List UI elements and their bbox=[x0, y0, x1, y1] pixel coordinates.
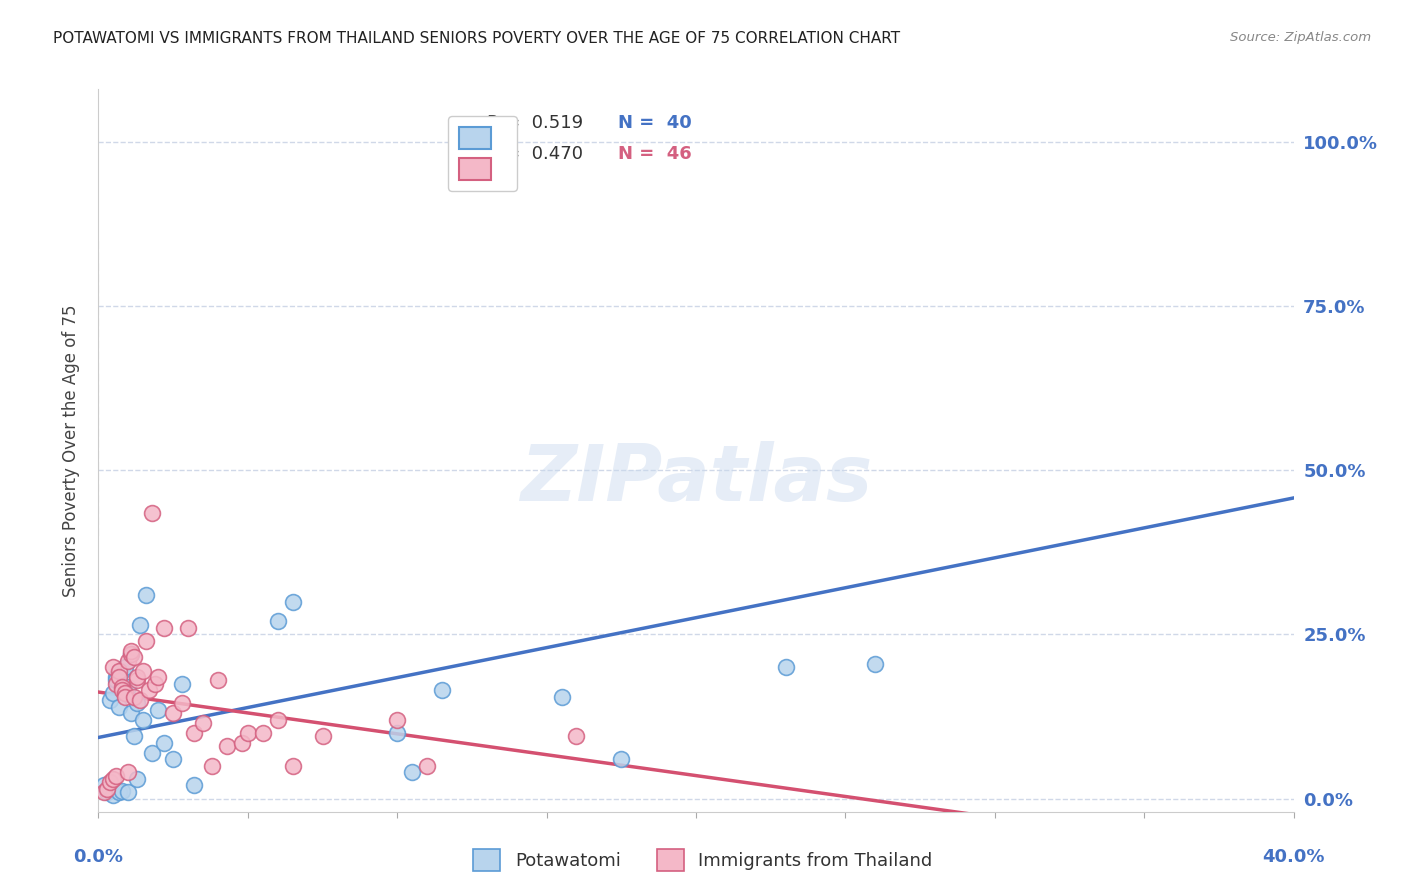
Point bbox=[281, 594, 304, 608]
Point bbox=[430, 683, 453, 698]
Point bbox=[114, 660, 136, 674]
Point bbox=[103, 660, 125, 674]
Legend: Potawatomi, Immigrants from Thailand: Potawatomi, Immigrants from Thailand bbox=[467, 842, 939, 879]
Point bbox=[103, 686, 125, 700]
Point bbox=[162, 706, 184, 721]
Point bbox=[153, 621, 176, 635]
Point bbox=[191, 716, 214, 731]
Point bbox=[108, 785, 131, 799]
Point bbox=[236, 726, 259, 740]
Point bbox=[135, 634, 157, 648]
Point bbox=[183, 726, 205, 740]
Text: ZIPatlas: ZIPatlas bbox=[520, 442, 872, 517]
Point bbox=[93, 785, 115, 799]
Point bbox=[148, 703, 170, 717]
Point bbox=[93, 779, 115, 793]
Point bbox=[108, 670, 131, 684]
Point bbox=[148, 670, 170, 684]
Y-axis label: Seniors Poverty Over the Age of 75: Seniors Poverty Over the Age of 75 bbox=[62, 304, 80, 597]
Point bbox=[141, 506, 163, 520]
Point bbox=[105, 769, 128, 783]
Text: Source: ZipAtlas.com: Source: ZipAtlas.com bbox=[1230, 31, 1371, 45]
Text: 0.0%: 0.0% bbox=[73, 847, 124, 866]
Text: N =  46: N = 46 bbox=[619, 145, 692, 163]
Point bbox=[117, 680, 139, 694]
Point bbox=[114, 690, 136, 704]
Point bbox=[105, 670, 128, 684]
Point bbox=[96, 781, 118, 796]
Point bbox=[865, 657, 887, 671]
Point bbox=[172, 676, 194, 690]
Point bbox=[103, 789, 125, 803]
Point bbox=[98, 781, 122, 796]
Point bbox=[132, 664, 155, 678]
Point bbox=[135, 588, 157, 602]
Point bbox=[127, 673, 149, 688]
Point bbox=[215, 739, 238, 753]
Point bbox=[111, 664, 134, 678]
Point bbox=[129, 617, 152, 632]
Point bbox=[153, 736, 176, 750]
Point bbox=[124, 729, 146, 743]
Point bbox=[127, 670, 149, 684]
Point bbox=[127, 697, 149, 711]
Point bbox=[120, 647, 142, 661]
Point bbox=[550, 690, 572, 704]
Point bbox=[111, 680, 134, 694]
Point bbox=[117, 785, 139, 799]
Point bbox=[103, 772, 125, 786]
Point bbox=[401, 765, 423, 780]
Point bbox=[108, 699, 131, 714]
Point bbox=[231, 736, 253, 750]
Point bbox=[183, 779, 205, 793]
Point bbox=[111, 783, 134, 797]
Point bbox=[96, 785, 118, 799]
Point bbox=[98, 693, 122, 707]
Point bbox=[416, 758, 439, 772]
Point bbox=[281, 758, 304, 772]
Point bbox=[162, 752, 184, 766]
Point bbox=[207, 673, 229, 688]
Point bbox=[105, 673, 128, 688]
Point bbox=[177, 621, 200, 635]
Point bbox=[141, 746, 163, 760]
Point bbox=[267, 713, 290, 727]
Point bbox=[120, 706, 142, 721]
Point bbox=[111, 683, 134, 698]
Point bbox=[565, 729, 588, 743]
Point bbox=[127, 772, 149, 786]
Point bbox=[252, 726, 274, 740]
Point bbox=[775, 660, 797, 674]
Point bbox=[267, 614, 290, 628]
Point bbox=[172, 697, 194, 711]
Point bbox=[108, 664, 131, 678]
Point bbox=[385, 713, 409, 727]
Point bbox=[117, 765, 139, 780]
Text: R =  0.470: R = 0.470 bbox=[486, 145, 583, 163]
Point bbox=[143, 676, 166, 690]
Point bbox=[610, 752, 633, 766]
Text: POTAWATOMI VS IMMIGRANTS FROM THAILAND SENIORS POVERTY OVER THE AGE OF 75 CORREL: POTAWATOMI VS IMMIGRANTS FROM THAILAND S… bbox=[53, 31, 901, 46]
Text: R =  0.519: R = 0.519 bbox=[486, 114, 583, 132]
Point bbox=[129, 693, 152, 707]
Point bbox=[114, 686, 136, 700]
Point bbox=[98, 775, 122, 789]
Point bbox=[120, 647, 142, 661]
Point bbox=[138, 683, 160, 698]
Point bbox=[105, 676, 128, 690]
Point bbox=[124, 650, 146, 665]
Point bbox=[385, 726, 409, 740]
Point bbox=[311, 729, 333, 743]
Point bbox=[114, 686, 136, 700]
Text: 40.0%: 40.0% bbox=[1263, 847, 1324, 866]
Point bbox=[201, 758, 224, 772]
Point bbox=[132, 713, 155, 727]
Legend: , : , bbox=[449, 116, 516, 191]
Text: N =  40: N = 40 bbox=[619, 114, 692, 132]
Point bbox=[124, 690, 146, 704]
Point bbox=[117, 654, 139, 668]
Point bbox=[120, 644, 142, 658]
